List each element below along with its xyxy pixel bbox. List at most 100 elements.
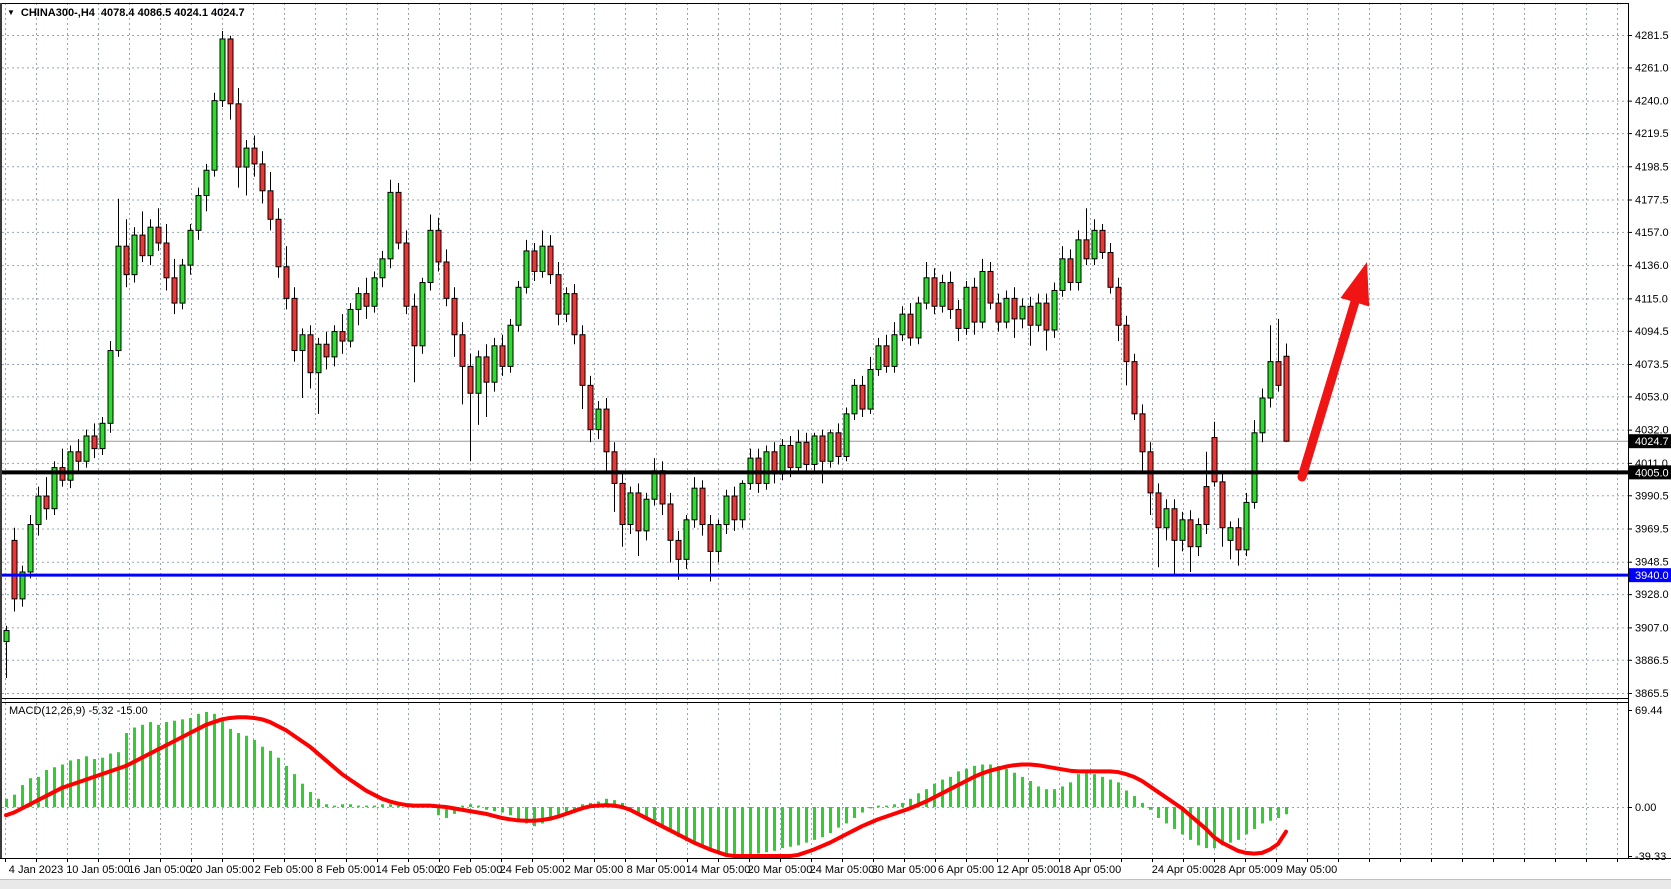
macd-histogram-bar — [629, 807, 632, 809]
candle-body — [987, 270, 994, 304]
candle-body — [547, 245, 554, 276]
time-tick-label: 10 Jan 05:00 — [66, 864, 130, 876]
time-tick-label: 4 Jan 2023 — [9, 864, 63, 876]
candle-body — [1235, 527, 1242, 551]
macd-histogram-bar — [949, 776, 952, 807]
price-tick-label: 4032.0 — [1635, 425, 1669, 437]
macd-histogram-bar — [797, 807, 800, 846]
time-tick-label: 24 Apr 05:00 — [1152, 864, 1214, 876]
candle-body — [251, 147, 258, 165]
candle-body — [643, 498, 650, 532]
macd-histogram-bar — [693, 807, 696, 844]
candle-body — [91, 435, 98, 450]
macd-histogram-bar — [645, 807, 648, 818]
candle-body — [1203, 486, 1210, 526]
candle-body — [795, 441, 802, 469]
candle-body — [19, 571, 26, 600]
macd-histogram-bar — [757, 807, 760, 854]
macd-histogram-bar — [317, 798, 320, 807]
time-tick-label: 30 Mar 05:00 — [872, 864, 937, 876]
current-price-chip — [1629, 434, 1671, 449]
macd-histogram-bar — [1149, 807, 1152, 810]
macd-histogram-bar — [1277, 807, 1280, 818]
macd-histogram-bar — [893, 804, 896, 807]
candle-body — [291, 297, 298, 352]
time-tick-label: 16 Jan 05:00 — [128, 864, 192, 876]
macd-histogram-bar — [165, 722, 168, 807]
macd-histogram-bar — [253, 739, 256, 807]
macd-histogram-bar — [957, 771, 960, 807]
candle-body — [131, 234, 138, 276]
candle-body — [1043, 302, 1050, 331]
candle-body — [347, 308, 354, 342]
time-tick-label: 8 Feb 05:00 — [317, 864, 376, 876]
macd-histogram-bar — [509, 807, 512, 816]
candle-body — [43, 495, 50, 510]
trend-arrow-shaft[interactable] — [1297, 291, 1362, 482]
price-tick-label: 3886.5 — [1635, 655, 1669, 667]
candle-body — [515, 286, 522, 326]
macd-histogram-bar — [181, 719, 184, 807]
macd-histogram-bar — [837, 807, 840, 828]
candle-body — [1083, 239, 1090, 260]
candle-body — [1267, 361, 1274, 399]
macd-histogram-bar — [349, 804, 352, 807]
time-tick-label: 12 Apr 05:00 — [997, 864, 1059, 876]
symbol-dropdown-icon[interactable]: ▼ — [7, 8, 15, 17]
candle-body — [1027, 305, 1034, 326]
candle-body — [627, 492, 634, 526]
macd-histogram-bar — [781, 807, 784, 849]
candle-body — [67, 451, 74, 481]
candle-body — [1275, 361, 1282, 386]
time-tick-label: 2 Feb 05:00 — [255, 864, 314, 876]
macd-histogram-bar — [109, 753, 112, 807]
candle-body — [651, 470, 658, 500]
candle-body — [835, 432, 842, 458]
macd-histogram-bar — [541, 807, 544, 824]
macd-histogram-bar — [661, 807, 664, 828]
candle-body — [435, 229, 442, 263]
candle-body — [619, 482, 626, 526]
macd-histogram-bar — [1253, 807, 1256, 829]
macd-histogram-bar — [853, 807, 856, 818]
macd-histogram-bar — [845, 807, 848, 824]
price-tick-label: 4053.0 — [1635, 391, 1669, 403]
macd-histogram-bar — [125, 733, 128, 807]
time-tick-label: 20 Jan 05:00 — [190, 864, 254, 876]
time-tick-label: 20 Feb 05:00 — [438, 864, 503, 876]
macd-histogram-bar — [173, 720, 176, 807]
macd-histogram-bar — [685, 807, 688, 842]
candle-body — [715, 524, 722, 552]
macd-histogram-bar — [1029, 780, 1032, 807]
macd-histogram-bar — [533, 807, 536, 827]
candle-body — [3, 630, 10, 643]
macd-histogram-bar — [557, 807, 560, 816]
candle-body — [1131, 361, 1138, 415]
candle-body — [571, 293, 578, 336]
price-tick-label: 4261.0 — [1635, 62, 1669, 74]
trend-arrow-head[interactable] — [1340, 262, 1370, 307]
candle-body — [1211, 437, 1218, 483]
macd-histogram-bar — [1285, 807, 1288, 815]
candle-body — [459, 334, 466, 367]
candle-body — [867, 369, 874, 410]
candle-body — [355, 293, 362, 310]
macd-histogram-bar — [1037, 786, 1040, 807]
macd-histogram-bar — [93, 759, 96, 807]
candle-body — [379, 258, 386, 279]
macd-histogram-bar — [677, 807, 680, 838]
macd-histogram-bar — [381, 804, 384, 807]
candle-body — [163, 242, 170, 279]
candle-body — [787, 444, 794, 469]
macd-histogram-bar — [989, 764, 992, 807]
candle-body — [1219, 481, 1226, 529]
macd-tick-label: 0.00 — [1635, 802, 1656, 814]
candle-body — [931, 277, 938, 307]
candle-body — [555, 274, 562, 315]
candle-body — [667, 503, 674, 541]
price-tick-label: 4219.5 — [1635, 128, 1669, 140]
blue-level-chip — [1629, 568, 1671, 583]
macd-histogram-bar — [813, 807, 816, 840]
macd-histogram-bar — [85, 756, 88, 807]
